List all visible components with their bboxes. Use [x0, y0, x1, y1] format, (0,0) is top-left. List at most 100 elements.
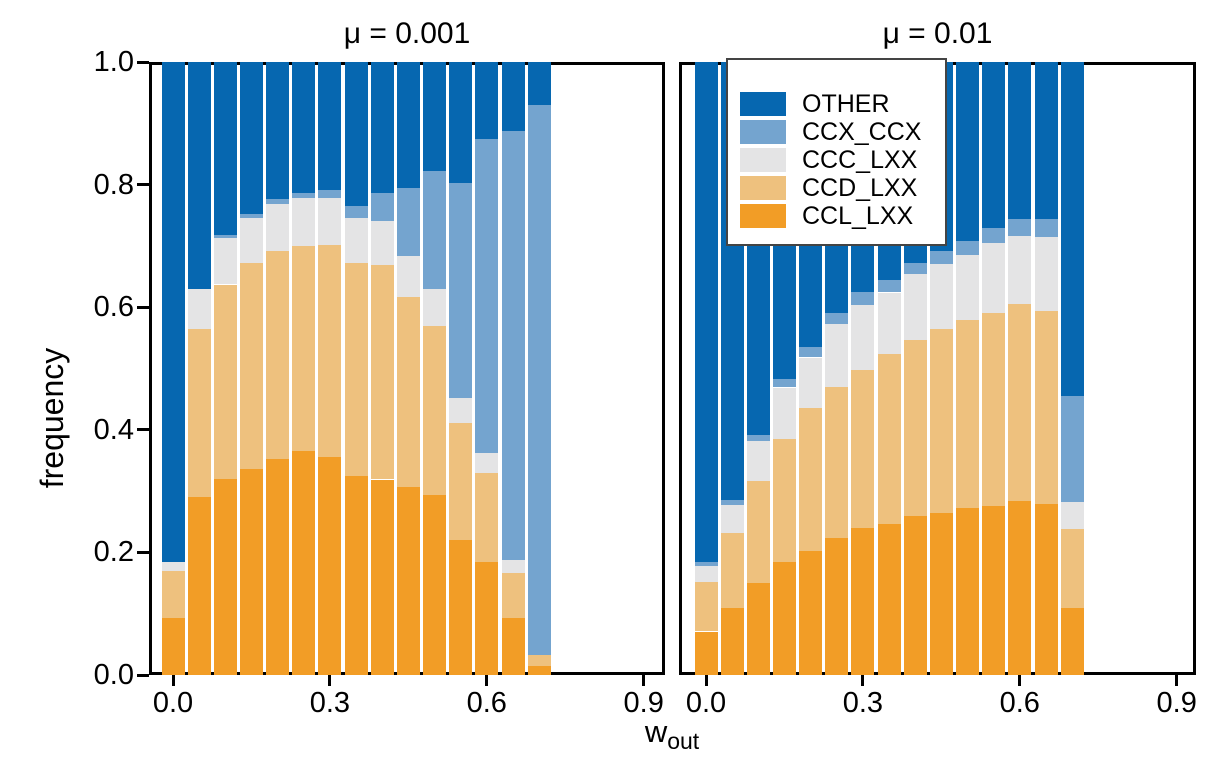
- bar-segment-other: [501, 62, 525, 131]
- y-tick-label: 0.4: [93, 413, 134, 446]
- x-tick-mark: [1018, 675, 1022, 686]
- bar-segment-ccx_ccx: [956, 241, 979, 255]
- legend-label-ccd-lxx: CCD_LXX: [802, 174, 918, 202]
- bar-segment-ccc_lxx: [239, 217, 263, 264]
- x-axis-title-main: w: [644, 714, 668, 749]
- bar-segment-ccl_lxx: [344, 476, 368, 675]
- bar-segment-other: [449, 62, 473, 183]
- bar-segment-ccl_lxx: [982, 505, 1006, 675]
- bar-segment-ccc_lxx: [720, 504, 744, 533]
- bar-segment-ccc_lxx: [187, 289, 211, 330]
- legend-swatch-ccl-lxx: [740, 204, 786, 228]
- bar-segment-ccx_ccx: [825, 313, 849, 325]
- bar-segment-ccx_ccx: [720, 499, 744, 505]
- x-tick-mark: [642, 675, 646, 686]
- bar-segment-ccd_lxx: [266, 250, 290, 459]
- bar-segment-ccc_lxx: [213, 237, 237, 285]
- legend-swatch-ccd-lxx: [740, 176, 786, 200]
- bar-segment-other: [292, 62, 316, 193]
- bar-segment-ccx_ccx: [1060, 395, 1084, 503]
- bar-segment-ccx_ccx: [982, 227, 1006, 243]
- bar-segment-ccd_lxx: [213, 284, 237, 479]
- bar-segment-ccc_lxx: [746, 441, 770, 482]
- bar-segment-ccl_lxx: [527, 666, 551, 675]
- y-tick-mark: [137, 550, 149, 554]
- x-tick-label: 0.0: [685, 687, 727, 719]
- bar-segment-ccd_lxx: [1034, 310, 1058, 504]
- y-tick-mark: [137, 673, 149, 677]
- bar-segment-ccd_lxx: [929, 329, 953, 513]
- bar-segment-ccd_lxx: [239, 263, 263, 470]
- bar-segment-ccc_lxx: [449, 397, 473, 423]
- bar-segment-ccl_lxx: [1060, 607, 1084, 675]
- bar-segment-ccd_lxx: [318, 245, 342, 458]
- bar-segment-ccd_lxx: [956, 319, 979, 509]
- x-tick-label: 0.6: [466, 687, 507, 719]
- bar-segment-other: [266, 62, 290, 200]
- bar-segment-ccx_ccx: [851, 291, 875, 306]
- legend-label-ccl-lxx: CCL_LXX: [802, 202, 914, 230]
- bar-segment-ccd_lxx: [799, 408, 823, 552]
- bar-segment-ccc_lxx: [475, 453, 499, 473]
- bar-segment-ccc_lxx: [292, 198, 316, 246]
- bar-segment-ccc_lxx: [1008, 236, 1032, 305]
- bar-segment-ccc_lxx: [396, 255, 420, 298]
- bar-segment-other: [344, 62, 368, 207]
- bar-segment-ccl_lxx: [877, 523, 901, 675]
- bar-segment-other: [1060, 62, 1084, 396]
- panel-title-left: μ = 0.001: [343, 17, 471, 50]
- x-tick-label: 0.9: [623, 687, 664, 719]
- bar-segment-ccl_lxx: [799, 551, 823, 675]
- bar-segment-ccd_lxx: [982, 312, 1006, 506]
- bar-segment-ccc_lxx: [773, 387, 796, 439]
- x-tick-mark: [485, 675, 489, 686]
- bar-segment-ccx_ccx: [903, 262, 927, 275]
- x-tick-label: 0.0: [152, 687, 194, 719]
- x-tick-mark: [1175, 675, 1179, 686]
- bar-segment-ccx_ccx: [1008, 218, 1032, 237]
- panel-title-right: μ = 0.01: [882, 17, 993, 50]
- x-tick-mark: [171, 675, 175, 686]
- bar-segment-ccl_lxx: [423, 495, 446, 675]
- bar-segment-ccl_lxx: [161, 618, 185, 675]
- bar-segment-ccc_lxx: [825, 324, 849, 387]
- bar-segment-ccl_lxx: [956, 508, 979, 675]
- bar-segment-ccc_lxx: [877, 292, 901, 354]
- bar-segment-ccx_ccx: [449, 182, 473, 398]
- bar-segment-other: [370, 62, 394, 193]
- bar-segment-ccd_lxx: [851, 369, 875, 528]
- x-tick-mark: [704, 675, 708, 686]
- bar-segment-ccl_lxx: [501, 618, 525, 675]
- bar-segment-ccc_lxx: [161, 561, 185, 572]
- x-tick-mark: [328, 675, 332, 686]
- bar-segment-ccc_lxx: [903, 274, 927, 340]
- bar-segment-other: [396, 62, 420, 188]
- bar-segment-ccl_lxx: [396, 486, 420, 675]
- bar-segment-ccd_lxx: [720, 532, 744, 609]
- bar-segment-ccd_lxx: [161, 571, 185, 618]
- legend-row-ccx-ccx: CCX_CCX: [740, 120, 940, 145]
- bar-segment-ccl_lxx: [475, 561, 499, 675]
- legend-label-other: OTHER: [802, 90, 890, 118]
- bar-segment-ccx_ccx: [527, 104, 551, 655]
- bar-segment-ccc_lxx: [344, 218, 368, 263]
- bar-segment-other: [213, 62, 237, 235]
- y-tick-mark: [137, 183, 149, 187]
- bar-segment-ccx_ccx: [370, 192, 394, 221]
- bar-segment-ccc_lxx: [929, 264, 953, 330]
- bar-segment-ccc_lxx: [982, 242, 1006, 313]
- bar-segment-ccd_lxx: [694, 582, 718, 632]
- bar-segment-ccc_lxx: [318, 197, 342, 246]
- bar-segment-ccd_lxx: [292, 245, 316, 451]
- bar-segment-ccl_lxx: [720, 608, 744, 675]
- bar-segment-ccx_ccx: [344, 206, 368, 219]
- bar-segment-ccd_lxx: [449, 423, 473, 540]
- legend-row-ccd-lxx: CCD_LXX: [740, 174, 940, 202]
- bar-segment-ccl_lxx: [292, 450, 316, 675]
- bar-segment-ccl_lxx: [187, 496, 211, 675]
- x-tick-mark: [861, 675, 865, 686]
- bar-segment-ccx_ccx: [929, 250, 953, 265]
- bar-segment-ccl_lxx: [1034, 504, 1058, 675]
- y-tick-label: 0.0: [93, 659, 134, 691]
